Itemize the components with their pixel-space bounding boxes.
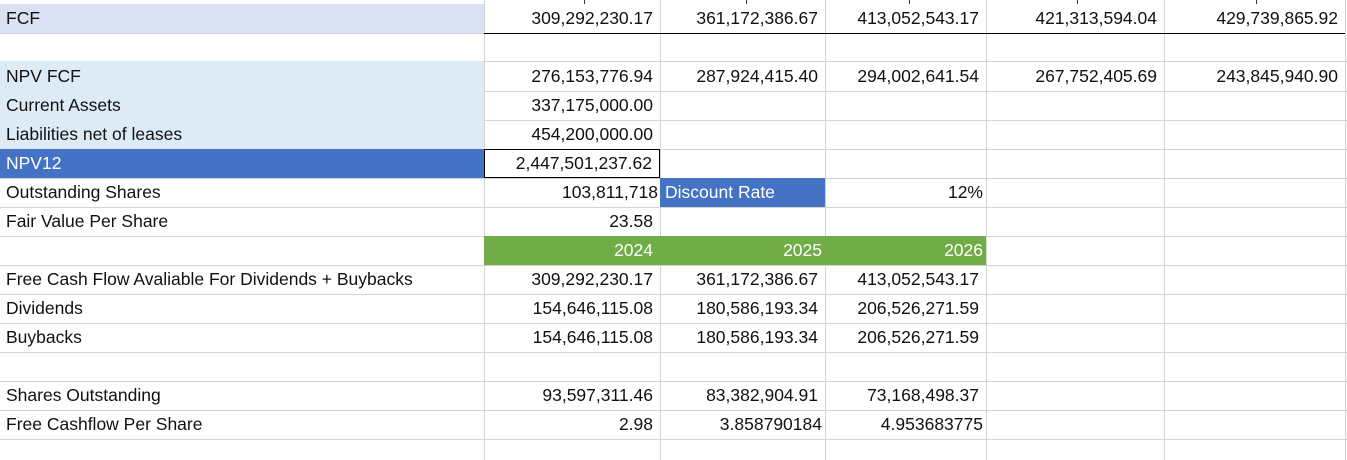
fcf-per-share-2024-cell[interactable]: 2.98 [618, 414, 653, 434]
fcf-2026-cell[interactable]: 413,052,543.17 [857, 8, 979, 28]
grid-row-line [0, 410, 1347, 411]
discount-rate-label-cell[interactable]: Discount Rate [660, 178, 825, 207]
grid-row-line [0, 265, 1347, 266]
buybacks-2025-cell[interactable]: 180,586,193.34 [696, 327, 818, 347]
fcf-label-cell[interactable]: FCF [0, 4, 484, 33]
buybacks-2026-cell[interactable]: 206,526,271.59 [857, 327, 979, 347]
fcf-available-2026-cell[interactable]: 413,052,543.17 [857, 269, 979, 289]
grid-column-line [484, 0, 485, 460]
grid-row-line [0, 323, 1347, 324]
fcf-2028-cell[interactable]: 429,739,865.92 [1216, 8, 1338, 28]
grid-row-line [0, 352, 1347, 353]
fcf-per-share-label-cell[interactable]: Free Cashflow Per Share [6, 414, 203, 434]
npv12-value-cell[interactable]: 2,447,501,237.62 [484, 149, 660, 178]
fcf-available-2024-cell[interactable]: 309,292,230.17 [531, 269, 653, 289]
top-border-tick [746, 0, 747, 4]
shares-outstanding-2025-cell[interactable]: 83,382,904.91 [706, 385, 818, 405]
year-header-2025[interactable]: 2025 [660, 236, 825, 265]
liabilities-value-cell[interactable]: 454,200,000.00 [531, 124, 653, 144]
grid-row-line [0, 149, 1347, 150]
shares-outstanding-2024-cell[interactable]: 93,597,311.46 [542, 385, 653, 405]
year-header-2024[interactable]: 2024 [484, 236, 660, 265]
year-header-2026[interactable]: 2026 [825, 236, 986, 265]
npv-fcf-2025-cell[interactable]: 287,924,415.40 [696, 66, 818, 86]
dividends-2024-cell[interactable]: 154,646,115.08 [532, 298, 653, 318]
dividends-2025-cell[interactable]: 180,586,193.34 [696, 298, 818, 318]
grid-row-line [0, 207, 1347, 208]
top-border-tick [1256, 0, 1257, 4]
buybacks-label-cell[interactable]: Buybacks [6, 327, 82, 347]
npv-fcf-2028-cell[interactable]: 243,845,940.90 [1216, 66, 1338, 86]
npv-fcf-2027-cell[interactable]: 267,752,405.69 [1035, 66, 1157, 86]
grid-column-line [1164, 0, 1165, 460]
grid-column-line [660, 0, 661, 460]
npv-fcf-label-cell[interactable]: NPV FCF [6, 66, 81, 86]
current-assets-label-cell[interactable]: Current Assets [6, 95, 121, 115]
outstanding-shares-value-cell[interactable]: 103,811,718 [561, 182, 658, 202]
current-assets-value-cell[interactable]: 337,175,000.00 [531, 95, 653, 115]
fcf-per-share-2025-cell[interactable]: 3.858790184 [719, 414, 822, 434]
npv12-label-cell[interactable]: NPV12 [0, 149, 484, 178]
fcf-available-2025-cell[interactable]: 361,172,386.67 [696, 269, 818, 289]
cell-text: FCF [6, 8, 41, 28]
shares-outstanding-label-cell[interactable]: Shares Outstanding [6, 385, 161, 405]
grid-row-line [0, 381, 1347, 382]
grid-row-line [0, 120, 1347, 121]
fcf-2027-cell[interactable]: 421,313,594.04 [1035, 8, 1157, 28]
grid-row-line [0, 294, 1347, 295]
buybacks-2024-cell[interactable]: 154,646,115.08 [532, 327, 653, 347]
fair-value-value-cell[interactable]: 23.58 [609, 211, 653, 231]
shares-outstanding-2026-cell[interactable]: 73,168,498.37 [867, 385, 979, 405]
npv-fcf-2024-cell[interactable]: 276,153,776.94 [531, 66, 653, 86]
grid-row-line [0, 61, 1347, 62]
dividends-label-cell[interactable]: Dividends [6, 298, 83, 318]
top-border-tick [584, 0, 585, 4]
fair-value-label-cell[interactable]: Fair Value Per Share [6, 211, 169, 231]
dividends-2026-cell[interactable]: 206,526,271.59 [857, 298, 979, 318]
outstanding-shares-label-cell[interactable]: Outstanding Shares [6, 182, 161, 202]
npv-fcf-2026-cell[interactable]: 294,002,641.54 [857, 66, 979, 86]
discount-rate-value-cell[interactable]: 12% [947, 182, 983, 202]
grid-row-line [0, 439, 1347, 440]
grid-column-line [1345, 0, 1346, 460]
label-band [0, 61, 484, 149]
grid-column-line [825, 0, 826, 460]
grid-column-line [986, 0, 987, 460]
fcf-2025-cell[interactable]: 361,172,386.67 [696, 8, 818, 28]
top-border-tick [1077, 0, 1078, 4]
grid-row-line [0, 91, 1347, 92]
fcf-per-share-2026-cell[interactable]: 4.953683775 [880, 414, 983, 434]
top-border-tick [909, 0, 910, 4]
liabilities-label-cell[interactable]: Liabilities net of leases [6, 124, 183, 144]
fcf-2024-cell[interactable]: 309,292,230.17 [531, 8, 653, 28]
fcf-row-bottom-border [484, 33, 1345, 34]
fcf-available-label-cell[interactable]: Free Cash Flow Avaliable For Dividends +… [6, 269, 413, 289]
